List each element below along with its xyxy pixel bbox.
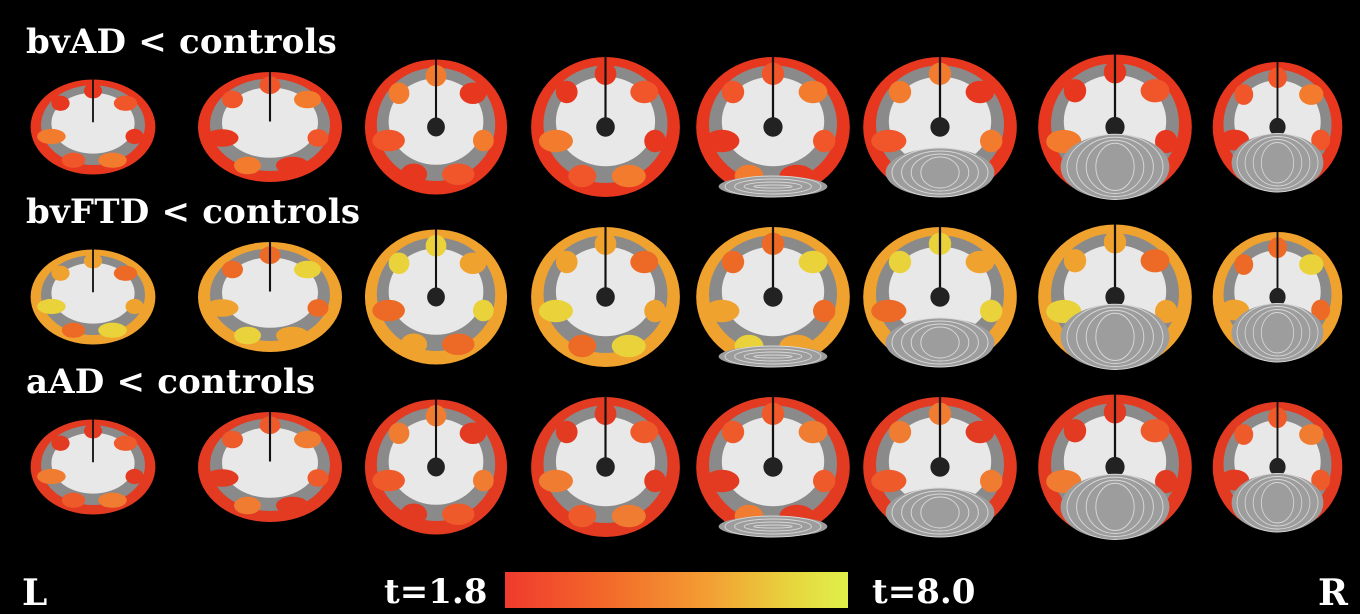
brain-slice — [693, 392, 853, 542]
brain-slice — [528, 392, 683, 542]
brain-slice — [362, 392, 510, 542]
slice-row-bvftd — [0, 222, 1360, 372]
brain-slice — [28, 222, 158, 372]
right-hemisphere-label: R — [1318, 572, 1348, 614]
brain-slice — [693, 222, 853, 372]
brain-slice — [528, 52, 683, 202]
row-label-bvftd: bvFTD < controls — [26, 192, 361, 232]
brain-slice — [195, 222, 345, 372]
row-label-aad: aAD < controls — [26, 362, 316, 402]
left-hemisphere-label: L — [22, 572, 48, 614]
brain-slice — [362, 222, 510, 372]
brain-slice — [28, 392, 158, 542]
brain-slice — [1210, 52, 1345, 202]
brain-slice — [195, 52, 345, 202]
brain-slice — [1210, 392, 1345, 542]
brain-slice — [860, 52, 1020, 202]
brain-slice — [1035, 392, 1195, 542]
slice-row-aad — [0, 392, 1360, 542]
brain-slice — [1210, 222, 1345, 372]
slice-row-bvad — [0, 52, 1360, 202]
brain-slice — [195, 392, 345, 542]
brain-slice — [362, 52, 510, 202]
colorbar — [505, 572, 848, 608]
row-label-bvad: bvAD < controls — [26, 22, 338, 62]
brain-slice — [693, 52, 853, 202]
colorbar-max-label: t=8.0 — [872, 572, 976, 612]
brain-slice — [1035, 222, 1195, 372]
brain-slice — [528, 222, 683, 372]
brain-slice — [28, 52, 158, 202]
brain-slice — [1035, 52, 1195, 202]
colorbar-min-label: t=1.8 — [384, 572, 488, 612]
brain-slice — [860, 392, 1020, 542]
brain-slice — [860, 222, 1020, 372]
